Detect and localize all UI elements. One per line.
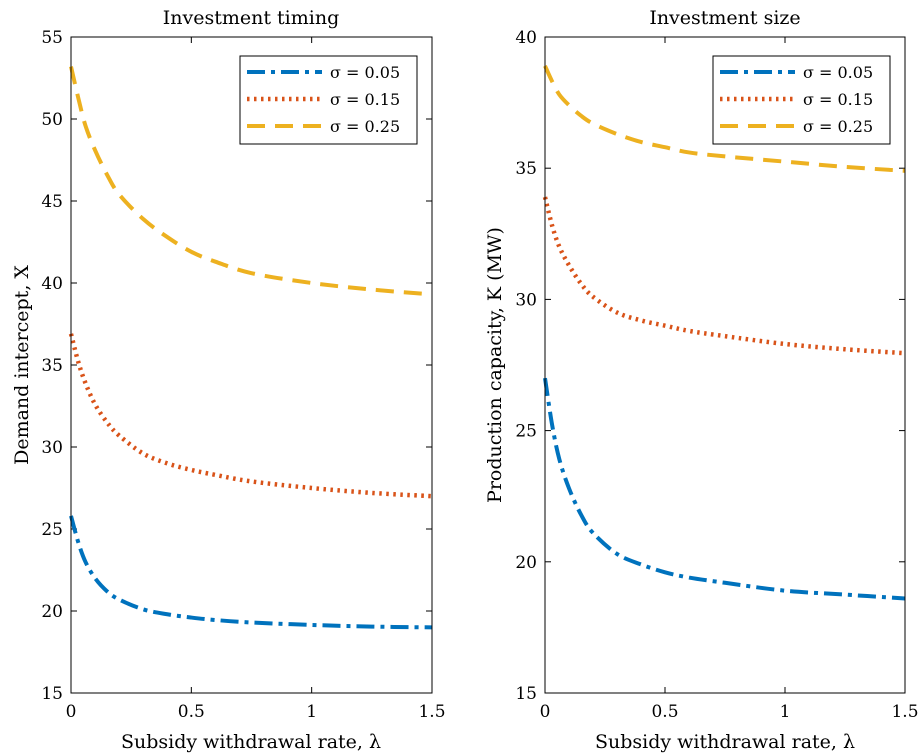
legend-label-0: σ = 0.05	[803, 63, 873, 82]
x-tick-label: 0.5	[651, 702, 678, 722]
y-axis-label: Production capacity, K (MW)	[484, 227, 506, 503]
y-tick-label: 35	[41, 356, 63, 376]
series-group	[68, 66, 433, 630]
plot-area: 0 0.5 1 1.5 15 20 25 30 35 40	[515, 28, 918, 722]
y-tick-label: 40	[515, 28, 537, 48]
series-line-1	[68, 333, 433, 499]
x-tick-label: 0	[66, 702, 77, 722]
y-tick-label: 25	[41, 520, 63, 540]
series-line-0	[69, 515, 433, 630]
x-axis-label: Subsidy withdrawal rate, λ	[121, 731, 381, 753]
series-group	[542, 65, 906, 601]
plot-area: 0 0.5 1 1.5 15 20 25 30 35 40 45 50 55	[41, 28, 445, 722]
y-tick-label: 15	[515, 684, 537, 704]
y-tick-label: 30	[41, 438, 63, 458]
gridless-area: 0 0.5 1 1.5 15 20 25 30 35 40 45 50 55	[41, 28, 445, 722]
chart-title: Investment timing	[163, 7, 339, 29]
y-tick-label: 45	[41, 192, 63, 212]
y-tick-label: 25	[515, 422, 537, 442]
x-tick-label: 1	[306, 702, 317, 722]
legend-label-0: σ = 0.05	[330, 63, 400, 82]
x-tick-label: 1.5	[418, 702, 445, 722]
y-tick-label: 40	[41, 274, 63, 294]
y-tick-label: 55	[41, 28, 63, 48]
x-tick-label: 1.5	[891, 702, 918, 722]
x-axis-label: Subsidy withdrawal rate, λ	[595, 731, 855, 753]
gridless-area: 0 0.5 1 1.5 15 20 25 30 35 40	[515, 28, 918, 722]
y-tick-label: 30	[515, 290, 537, 310]
legend: σ = 0.05 σ = 0.15 σ = 0.25	[239, 55, 418, 145]
series-line-2	[69, 66, 433, 297]
axes-frame	[544, 36, 906, 694]
chart-right: Investment size 0 0.5 1 1.5 15 20 25 30 35 40 Sub…	[484, 7, 919, 753]
legend-label-2: σ = 0.25	[803, 117, 873, 136]
y-axis-label: Demand intercept, X	[11, 265, 33, 465]
series-line-1	[542, 196, 906, 356]
x-tick-label: 0.5	[178, 702, 205, 722]
legend: σ = 0.05 σ = 0.15 σ = 0.25	[712, 55, 891, 145]
y-tick-label: 15	[41, 684, 63, 704]
legend-label-2: σ = 0.25	[330, 117, 400, 136]
legend-label-1: σ = 0.15	[803, 90, 873, 109]
y-tick-label: 20	[515, 553, 537, 573]
x-tick-label: 1	[780, 702, 791, 722]
y-tick-label: 35	[515, 159, 537, 179]
axes-frame	[70, 36, 433, 694]
series-line-0	[543, 377, 906, 601]
chart-title: Investment size	[649, 7, 800, 29]
legend-label-1: σ = 0.15	[330, 90, 400, 109]
series-line-2	[543, 65, 906, 173]
y-tick-label: 20	[41, 602, 63, 622]
x-tick-label: 0	[540, 702, 551, 722]
y-tick-label: 50	[41, 110, 63, 130]
chart-left: Investment timing 0 0.5 1 1.5 15 20 25 30 35 40 45…	[11, 7, 446, 753]
